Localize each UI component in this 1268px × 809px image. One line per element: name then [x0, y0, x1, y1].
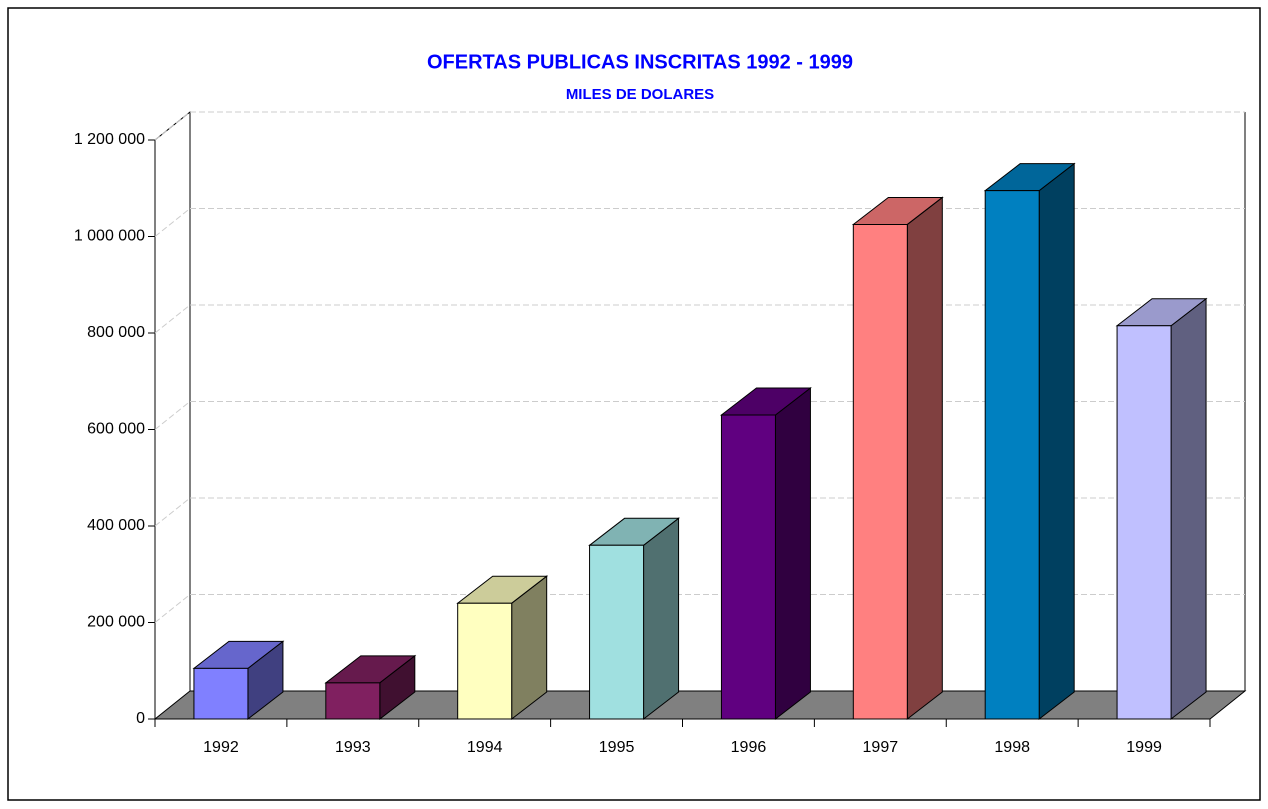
grid-line [154, 304, 191, 334]
x-tick-label: 1994 [467, 739, 503, 756]
bar-side [774, 387, 811, 721]
y-tick-label: 600 000 [87, 421, 145, 438]
bar-side [1170, 297, 1207, 721]
x-tick-label: 1998 [994, 739, 1030, 756]
floor [153, 690, 1247, 720]
bar-front [589, 544, 645, 720]
y-tick-label: 800 000 [87, 324, 145, 341]
bar [456, 575, 549, 721]
grid-line [154, 594, 191, 623]
grid-line [154, 208, 191, 237]
bar-side [1038, 162, 1075, 721]
bar [324, 654, 417, 721]
grid-line [154, 497, 191, 527]
bar [1115, 297, 1208, 721]
bar-front [984, 190, 1040, 720]
y-tick-label: 1 000 000 [74, 228, 145, 245]
bar [983, 162, 1076, 721]
bar-side [906, 196, 943, 721]
y-tick-label: 0 [136, 710, 145, 727]
bar-front [1116, 325, 1172, 720]
grid-line [154, 401, 191, 430]
bar [719, 387, 812, 721]
bar [851, 196, 944, 721]
chart-subtitle: MILES DE DOLARES [566, 86, 714, 103]
x-tick-label: 1999 [1126, 739, 1162, 756]
bar-front [720, 414, 776, 720]
bar-front [852, 223, 908, 720]
bar-side [643, 517, 680, 721]
bar-front [457, 602, 513, 720]
y-tick-label: 1 200 000 [74, 131, 145, 148]
x-tick-label: 1995 [599, 739, 635, 756]
x-tick-label: 1993 [335, 739, 371, 756]
bar [588, 517, 681, 721]
x-tick-label: 1992 [203, 739, 239, 756]
chart-title: OFERTAS PUBLICAS INSCRITAS 1992 - 1999 [427, 51, 853, 73]
x-tick-label: 1996 [731, 739, 767, 756]
bar [192, 640, 285, 721]
y-tick-label: 400 000 [87, 517, 145, 534]
y-tick-label: 200 000 [87, 614, 145, 631]
bar-front [193, 667, 249, 720]
grid-line [154, 111, 191, 141]
x-tick-label: 1997 [863, 739, 899, 756]
bar-front [325, 682, 381, 720]
